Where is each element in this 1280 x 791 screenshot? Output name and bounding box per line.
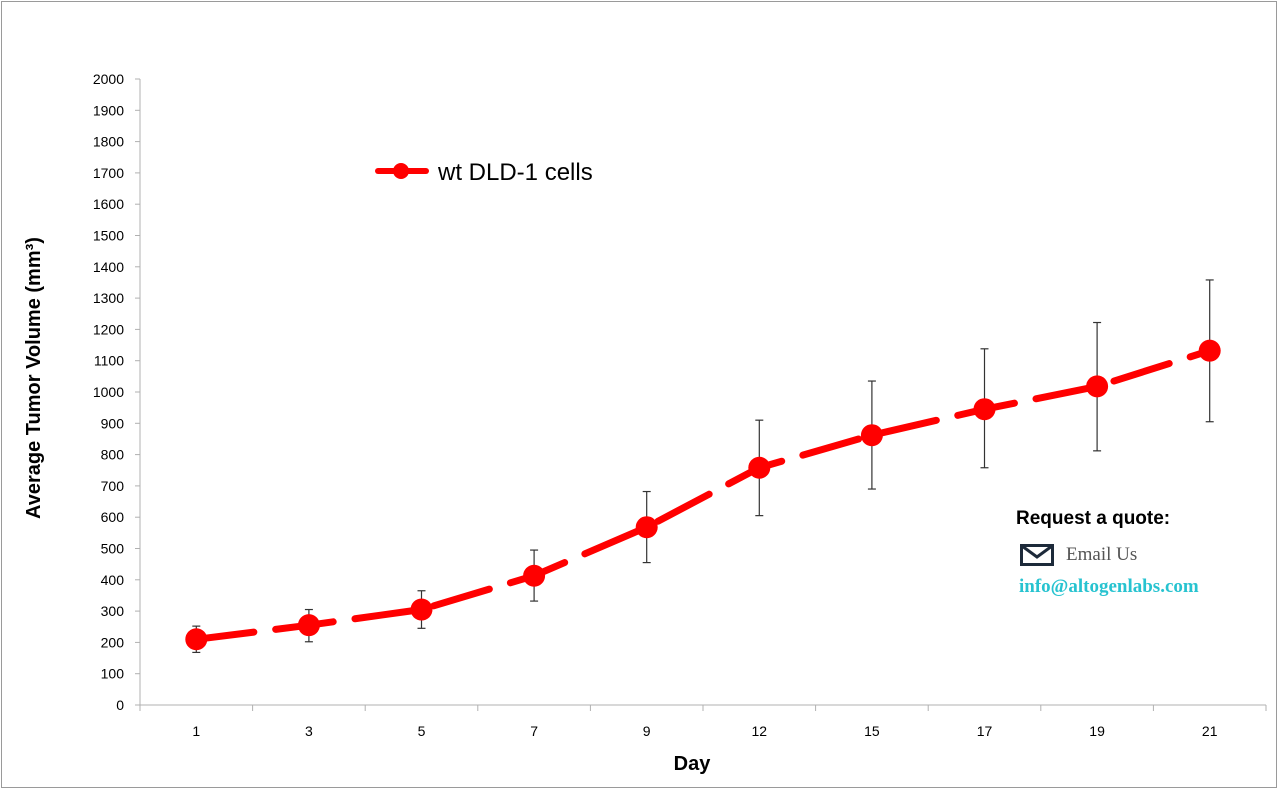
y-tick-label: 1100 xyxy=(94,353,124,369)
envelope-icon xyxy=(1020,544,1054,566)
y-tick-label: 400 xyxy=(101,572,125,588)
y-tick-label: 1600 xyxy=(93,196,124,212)
y-tick-label: 800 xyxy=(101,447,125,463)
legend-label: wt DLD-1 cells xyxy=(437,159,593,186)
y-tick-label: 2000 xyxy=(93,71,124,87)
x-tick-label: 17 xyxy=(977,723,993,739)
x-axis-title: Day xyxy=(674,753,712,775)
data-point xyxy=(523,564,546,587)
data-point xyxy=(748,456,771,479)
data-point xyxy=(185,628,208,651)
x-tick-label: 21 xyxy=(1202,723,1218,739)
y-tick-label: 1800 xyxy=(93,134,124,150)
y-axis-title: Average Tumor Volume (mm³) xyxy=(23,237,45,519)
y-tick-label: 1000 xyxy=(93,384,124,400)
data-point xyxy=(1086,375,1109,398)
y-axis-ticks xyxy=(135,78,140,706)
data-point xyxy=(635,516,658,539)
x-tick-label: 15 xyxy=(864,723,880,739)
x-tick-label: 19 xyxy=(1089,723,1105,739)
legend: wt DLD-1 cells xyxy=(375,159,593,186)
series-line-wt-dld1 xyxy=(192,347,1214,643)
y-tick-label: 1900 xyxy=(93,102,124,118)
y-tick-label: 1200 xyxy=(93,321,124,337)
email-us-link[interactable]: Email Us xyxy=(1020,544,1266,566)
y-tick-label: 900 xyxy=(101,415,125,431)
y-tick-label: 1400 xyxy=(93,259,124,275)
x-tick-label: 12 xyxy=(752,723,768,739)
y-tick-label: 200 xyxy=(101,634,125,650)
data-point xyxy=(1198,339,1221,362)
data-point xyxy=(973,398,996,421)
y-tick-label: 100 xyxy=(101,666,125,682)
y-tick-label: 1500 xyxy=(93,228,124,244)
y-tick-label: 500 xyxy=(101,541,125,557)
request-quote-box: Request a quote: Email Us info@altogenla… xyxy=(1016,508,1266,598)
y-axis-tick-labels: 0 100 200 300 400 500 600 700 800 900 1000 1100 1200… xyxy=(93,71,124,713)
data-point xyxy=(297,614,320,637)
x-tick-label: 5 xyxy=(418,723,426,739)
x-tick-label: 1 xyxy=(192,723,200,739)
email-us-label: Email Us xyxy=(1066,544,1138,565)
y-tick-label: 700 xyxy=(101,478,125,494)
request-quote-title: Request a quote: xyxy=(1016,508,1171,529)
y-tick-label: 0 xyxy=(116,697,124,713)
y-tick-label: 1700 xyxy=(93,165,124,181)
email-address-link[interactable]: info@altogenlabs.com xyxy=(1019,576,1199,597)
y-tick-label: 300 xyxy=(101,603,125,619)
data-points xyxy=(185,339,1221,651)
x-axis-tick-labels: 1 3 5 7 9 12 15 17 19 21 xyxy=(192,723,1217,739)
x-tick-label: 3 xyxy=(305,723,313,739)
y-tick-label: 600 xyxy=(101,509,125,525)
x-tick-label: 9 xyxy=(643,723,651,739)
data-point xyxy=(410,598,433,621)
x-axis-ticks xyxy=(139,705,1267,711)
legend-marker-swatch xyxy=(393,163,409,179)
y-tick-label: 1300 xyxy=(93,290,124,306)
x-tick-label: 7 xyxy=(530,723,538,739)
data-point xyxy=(860,424,883,447)
